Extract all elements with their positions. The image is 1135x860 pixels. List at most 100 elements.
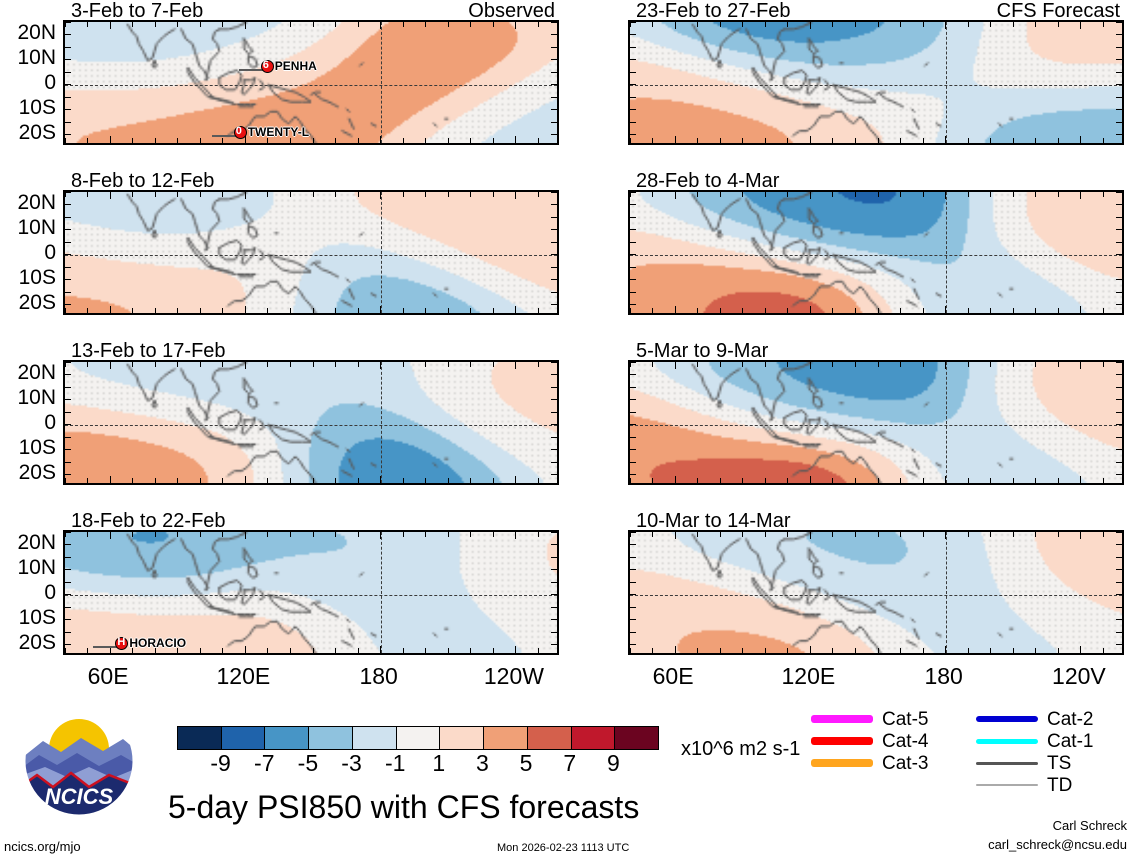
y-tick — [630, 291, 636, 293]
x-tick — [515, 362, 517, 369]
x-tick — [470, 362, 472, 367]
y-tick — [630, 569, 636, 570]
y-tick — [1116, 436, 1122, 438]
x-tick — [787, 532, 789, 537]
y-tick — [630, 581, 636, 583]
y-tick — [1116, 22, 1122, 23]
x-tick — [877, 138, 879, 143]
x-tick — [87, 648, 89, 653]
x-tick — [900, 308, 902, 313]
colorbar-tick: -3 — [341, 750, 362, 776]
x-tick — [199, 138, 201, 143]
x-tick — [1080, 306, 1082, 313]
y-tick — [551, 374, 557, 375]
x-tick — [1080, 362, 1082, 369]
x-tick — [447, 362, 449, 367]
y-tick — [630, 22, 636, 23]
y-tick — [551, 279, 557, 280]
x-tick — [267, 138, 269, 143]
x-tick — [945, 532, 947, 539]
y-tick — [630, 631, 636, 633]
y-tick — [1116, 291, 1122, 293]
x-tick — [1080, 22, 1082, 29]
x-tick — [199, 192, 201, 197]
x-tick — [652, 648, 654, 653]
y-tick — [65, 304, 71, 305]
y-tick — [551, 424, 557, 425]
x-tick — [312, 308, 314, 313]
colorbar-swatch-0 — [178, 727, 222, 749]
x-tick — [1102, 308, 1104, 313]
y-tick — [1116, 134, 1122, 135]
x-tick — [380, 22, 382, 29]
x-tick — [697, 138, 699, 143]
x-tick — [357, 532, 359, 537]
x-tick — [289, 308, 291, 313]
y-axis-tick-label: 10N — [17, 555, 56, 579]
x-tick — [132, 22, 134, 27]
y-tick — [1116, 254, 1122, 255]
x-tick — [447, 22, 449, 27]
x-tick — [492, 308, 494, 313]
column-header-left: Observed — [468, 0, 555, 22]
x-tick — [719, 532, 721, 537]
y-tick — [551, 461, 557, 463]
x-tick — [109, 22, 111, 29]
x-tick — [312, 192, 314, 197]
x-tick — [764, 308, 766, 313]
x-tick — [922, 362, 924, 367]
y-tick — [630, 556, 636, 558]
x-tick — [1080, 192, 1082, 199]
x-tick — [1102, 478, 1104, 483]
x-tick — [357, 22, 359, 27]
x-tick — [674, 646, 676, 653]
x-tick — [967, 192, 969, 197]
x-tick — [1012, 308, 1014, 313]
x-tick — [674, 136, 676, 143]
x-tick — [652, 532, 654, 537]
y-tick — [1116, 581, 1122, 583]
y-axis-tick-label: 20S — [18, 290, 56, 314]
x-tick — [335, 648, 337, 653]
y-tick — [551, 304, 557, 305]
y-tick — [65, 22, 71, 23]
x-axis-tick-label: 60E — [652, 663, 694, 689]
x-tick — [787, 478, 789, 483]
storm-intensity-dot — [260, 59, 274, 73]
y-tick — [1116, 59, 1122, 60]
x-tick — [1102, 648, 1104, 653]
x-tick — [335, 308, 337, 313]
x-tick — [945, 646, 947, 653]
x-tick — [1080, 136, 1082, 143]
y-tick — [551, 46, 557, 48]
x-tick — [312, 22, 314, 27]
y-axis-tick-label: 10S — [18, 605, 56, 629]
equator-guide — [630, 84, 1122, 86]
colorbar-swatch-3 — [309, 727, 353, 749]
x-tick — [132, 648, 134, 653]
author-name: Carl Schreck — [1052, 818, 1127, 833]
x-tick — [719, 192, 721, 197]
legend-item-cat-5: Cat-5 — [811, 708, 928, 730]
x-tick — [177, 478, 179, 483]
x-tick — [809, 362, 811, 369]
y-axis-tick-label: 0 — [44, 240, 56, 264]
colorbar-swatch-7 — [484, 727, 528, 749]
x-tick — [470, 478, 472, 483]
anomaly-field-obs-2 — [65, 192, 557, 313]
x-tick — [244, 362, 246, 369]
x-tick — [267, 648, 269, 653]
x-tick — [222, 138, 224, 143]
x-tick — [87, 192, 89, 197]
y-tick — [65, 229, 71, 230]
x-tick — [335, 532, 337, 537]
y-tick — [65, 386, 71, 388]
y-tick — [551, 594, 557, 595]
panel-title-cfs-3: 5-Mar to 9-Mar — [636, 340, 769, 362]
x-tick — [312, 532, 314, 537]
y-tick — [1116, 229, 1122, 230]
x-tick — [289, 138, 291, 143]
y-tick — [630, 254, 636, 255]
x-tick — [425, 362, 427, 367]
y-tick — [551, 532, 557, 533]
